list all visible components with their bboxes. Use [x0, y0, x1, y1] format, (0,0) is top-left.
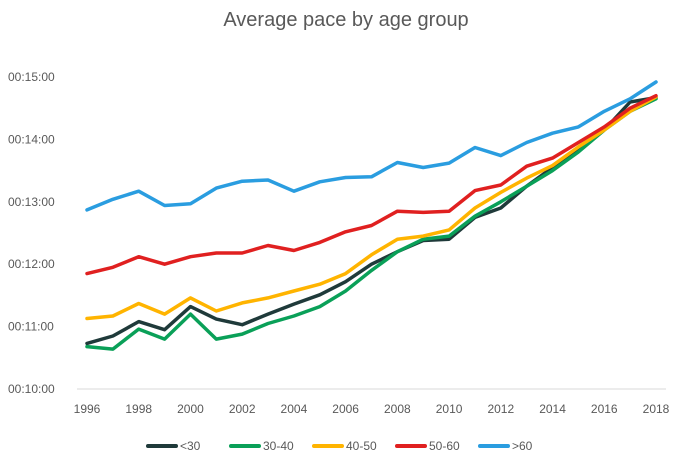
- legend-label: 40-50: [346, 439, 377, 453]
- legend-label: 30-40: [263, 439, 294, 453]
- y-tick-label: 00:13:00: [8, 195, 55, 209]
- legend-label: <30: [180, 439, 201, 453]
- x-tick-label: 2010: [436, 402, 463, 416]
- y-tick-label: 00:15:00: [8, 70, 55, 84]
- y-tick-label: 00:14:00: [8, 132, 55, 146]
- y-tick-label: 00:11:00: [8, 320, 54, 334]
- y-tick-label: 00:10:00: [8, 382, 55, 396]
- legend: <30 30-40 40-50 50-60 >60: [146, 439, 533, 453]
- x-tick-label: 2012: [487, 402, 514, 416]
- legend-label: >60: [512, 439, 533, 453]
- series-line: [85, 97, 658, 351]
- x-tick-label: 2014: [539, 402, 566, 416]
- x-tick-label: 2018: [643, 402, 670, 416]
- series-layer: [85, 80, 658, 351]
- series-line: [85, 80, 658, 212]
- x-tick-label: 1996: [74, 402, 101, 416]
- x-tick-label: 2004: [281, 402, 308, 416]
- y-tick-label: 00:12:00: [8, 257, 55, 271]
- x-tick-label: 1998: [125, 402, 152, 416]
- series-line: [85, 95, 658, 346]
- x-tick-label: 2016: [591, 402, 618, 416]
- axis-layer: 00:10:00 00:11:00 00:12:00 00:13:00 00:14:00…: [8, 70, 670, 416]
- x-tick-label: 2002: [229, 402, 256, 416]
- series-line: [85, 93, 658, 276]
- x-tick-label: 2006: [332, 402, 359, 416]
- legend-label: 50-60: [429, 439, 460, 453]
- x-tick-label: 2008: [384, 402, 411, 416]
- series-line: [85, 95, 658, 321]
- x-tick-label: 2000: [177, 402, 204, 416]
- chart-title: Average pace by age group: [223, 9, 468, 31]
